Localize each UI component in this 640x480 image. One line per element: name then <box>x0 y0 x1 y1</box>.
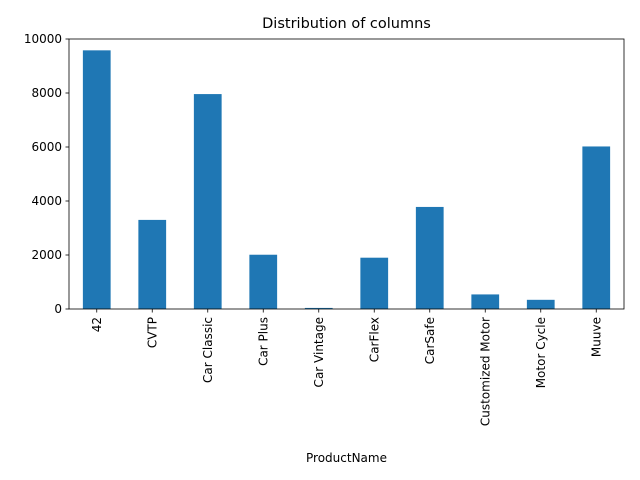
bar-car-classic <box>193 94 222 309</box>
x-tick-label: Customized Motor <box>478 317 492 426</box>
x-axis-label: ProductName <box>306 451 387 465</box>
y-tick-label: 2000 <box>31 248 62 262</box>
bar-muuve <box>582 146 611 309</box>
x-tick-label: CarFlex <box>367 317 381 362</box>
x-tick-label: Car Plus <box>256 317 270 366</box>
chart-title: Distribution of columns <box>262 16 431 32</box>
bars-group <box>82 50 611 310</box>
y-axis: 0 2000 4000 6000 8000 10000 <box>24 32 69 316</box>
x-tick-label: 42 <box>90 317 104 332</box>
x-tick-label: Car Vintage <box>312 317 326 387</box>
bar-customized-motor <box>471 294 500 309</box>
y-tick-label: 0 <box>54 302 62 316</box>
y-tick-label: 8000 <box>31 86 62 100</box>
bar-cvtp <box>138 219 167 309</box>
bar-car-vintage <box>304 307 333 309</box>
x-tick-label: Motor Cycle <box>534 317 548 388</box>
bar-carflex <box>360 257 389 309</box>
x-axis: 42 CVTP Car Classic Car Plus Car Vintage CarF… <box>90 309 603 426</box>
y-tick-label: 10000 <box>24 32 62 46</box>
bar-car-plus <box>249 254 278 309</box>
x-tick-label: Muuve <box>589 317 603 357</box>
y-tick-label: 6000 <box>31 140 62 154</box>
x-tick-label: Car Classic <box>201 317 215 383</box>
bar-motor-cycle <box>526 299 555 309</box>
x-tick-label: CVTP <box>145 317 159 348</box>
y-tick-label: 4000 <box>31 194 62 208</box>
bar-carsafe <box>415 206 444 309</box>
bar-42 <box>82 50 111 310</box>
plot-frame <box>68 38 625 310</box>
x-tick-label: CarSafe <box>423 317 437 364</box>
